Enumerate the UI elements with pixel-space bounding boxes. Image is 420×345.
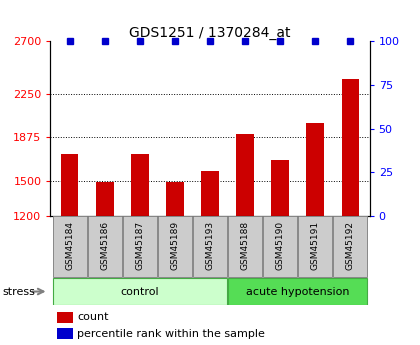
Text: GSM45190: GSM45190	[276, 221, 285, 270]
FancyBboxPatch shape	[123, 216, 157, 277]
FancyBboxPatch shape	[53, 216, 87, 277]
FancyBboxPatch shape	[158, 216, 192, 277]
Bar	[131, 154, 149, 216]
FancyBboxPatch shape	[298, 216, 332, 277]
Text: GSM45187: GSM45187	[135, 221, 144, 270]
Bar	[57, 328, 74, 339]
Text: GSM45189: GSM45189	[171, 221, 179, 270]
FancyBboxPatch shape	[263, 216, 297, 277]
FancyBboxPatch shape	[53, 278, 227, 305]
Text: GSM45186: GSM45186	[100, 221, 109, 270]
Text: GSM45188: GSM45188	[241, 221, 249, 270]
Bar	[271, 160, 289, 216]
Bar	[201, 171, 219, 216]
FancyBboxPatch shape	[228, 278, 367, 305]
Bar	[236, 134, 254, 216]
Text: GSM45193: GSM45193	[205, 221, 215, 270]
FancyBboxPatch shape	[193, 216, 227, 277]
Text: stress: stress	[2, 287, 35, 296]
FancyBboxPatch shape	[228, 216, 262, 277]
Text: GSM45192: GSM45192	[346, 221, 355, 270]
Text: count: count	[77, 312, 109, 322]
FancyBboxPatch shape	[333, 216, 367, 277]
Text: control: control	[121, 287, 159, 296]
Bar	[341, 79, 359, 216]
Bar	[307, 123, 324, 216]
Bar	[96, 182, 113, 216]
Text: GSM45191: GSM45191	[311, 221, 320, 270]
Text: acute hypotension: acute hypotension	[246, 287, 349, 296]
Text: GSM45184: GSM45184	[65, 221, 74, 270]
Text: percentile rank within the sample: percentile rank within the sample	[77, 329, 265, 339]
Bar	[57, 312, 74, 323]
Bar	[61, 154, 79, 216]
Title: GDS1251 / 1370284_at: GDS1251 / 1370284_at	[129, 26, 291, 40]
Bar	[166, 182, 184, 216]
FancyBboxPatch shape	[88, 216, 122, 277]
